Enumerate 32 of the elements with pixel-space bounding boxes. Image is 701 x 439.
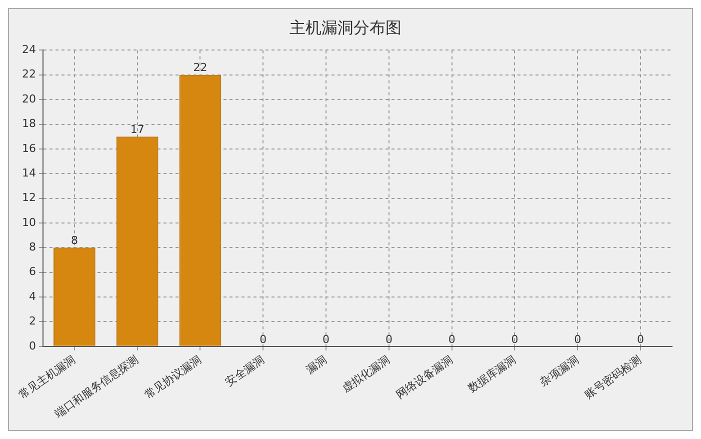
y-tick-label: 12 — [22, 191, 36, 204]
data-label: 0 — [574, 332, 582, 346]
data-label: 22 — [193, 61, 208, 74]
y-tick-label: 6 — [28, 265, 36, 278]
y-tick-label: 2 — [28, 314, 36, 328]
y-tick-label: 24 — [22, 43, 36, 56]
x-tick-label: 杂项漏洞 — [538, 352, 582, 389]
x-tick-label: 网络设备漏洞 — [394, 352, 456, 402]
x-tick-label: 数据库漏洞 — [466, 352, 518, 396]
y-tick-label: 20 — [22, 92, 36, 106]
x-tick-label: 安全漏洞 — [223, 352, 267, 389]
data-label: 0 — [260, 332, 267, 346]
data-label: 0 — [448, 332, 456, 346]
data-label: 17 — [130, 122, 144, 136]
x-tick-label: 常见协议漏洞 — [142, 352, 204, 402]
y-tick-label: 8 — [28, 240, 36, 254]
x-tick-label: 账号密码检测 — [582, 352, 644, 402]
y-tick-label: 0 — [28, 339, 36, 352]
data-label: 0 — [322, 332, 330, 346]
data-label: 8 — [70, 234, 78, 248]
data-label: 0 — [511, 332, 518, 346]
data-label: 0 — [385, 332, 392, 346]
x-tick-label: 漏洞 — [304, 352, 330, 376]
data-label: 0 — [637, 332, 644, 346]
y-tick-label: 10 — [22, 216, 36, 229]
y-tick-label: 22 — [22, 68, 36, 81]
y-tick-label: 16 — [22, 142, 36, 155]
chart-title: 主机漏洞分布图 — [290, 18, 402, 37]
x-tick-label: 虚拟化漏洞 — [340, 352, 392, 396]
y-tick-label: 18 — [22, 117, 36, 130]
y-tick-label: 14 — [22, 166, 36, 180]
y-tick-label: 4 — [28, 290, 36, 303]
